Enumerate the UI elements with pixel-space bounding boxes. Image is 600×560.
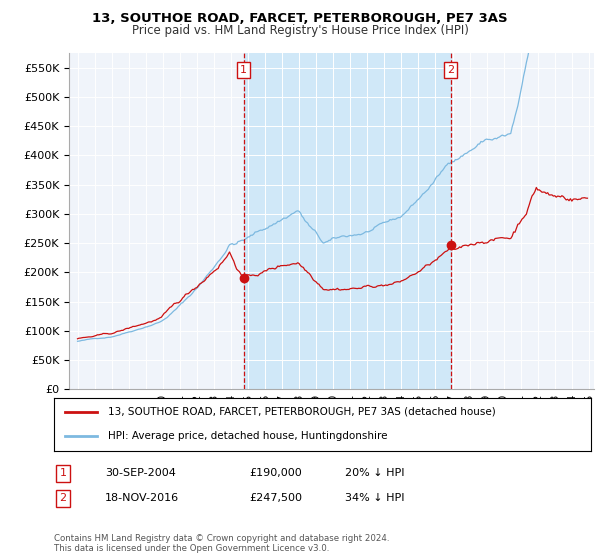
Text: 1: 1 bbox=[240, 65, 247, 75]
Text: Contains HM Land Registry data © Crown copyright and database right 2024.
This d: Contains HM Land Registry data © Crown c… bbox=[54, 534, 389, 553]
Text: 34% ↓ HPI: 34% ↓ HPI bbox=[345, 493, 404, 503]
Text: Price paid vs. HM Land Registry's House Price Index (HPI): Price paid vs. HM Land Registry's House … bbox=[131, 24, 469, 36]
Text: 18-NOV-2016: 18-NOV-2016 bbox=[105, 493, 179, 503]
Text: 2: 2 bbox=[59, 493, 67, 503]
Text: 30-SEP-2004: 30-SEP-2004 bbox=[105, 468, 176, 478]
Text: £247,500: £247,500 bbox=[249, 493, 302, 503]
Text: 13, SOUTHOE ROAD, FARCET, PETERBOROUGH, PE7 3AS (detached house): 13, SOUTHOE ROAD, FARCET, PETERBOROUGH, … bbox=[108, 407, 496, 417]
Text: HPI: Average price, detached house, Huntingdonshire: HPI: Average price, detached house, Hunt… bbox=[108, 431, 387, 441]
Text: 20% ↓ HPI: 20% ↓ HPI bbox=[345, 468, 404, 478]
Text: 2: 2 bbox=[447, 65, 454, 75]
Text: 13, SOUTHOE ROAD, FARCET, PETERBOROUGH, PE7 3AS: 13, SOUTHOE ROAD, FARCET, PETERBOROUGH, … bbox=[92, 12, 508, 25]
Text: 1: 1 bbox=[59, 468, 67, 478]
Text: £190,000: £190,000 bbox=[249, 468, 302, 478]
Bar bbox=[244, 53, 451, 389]
